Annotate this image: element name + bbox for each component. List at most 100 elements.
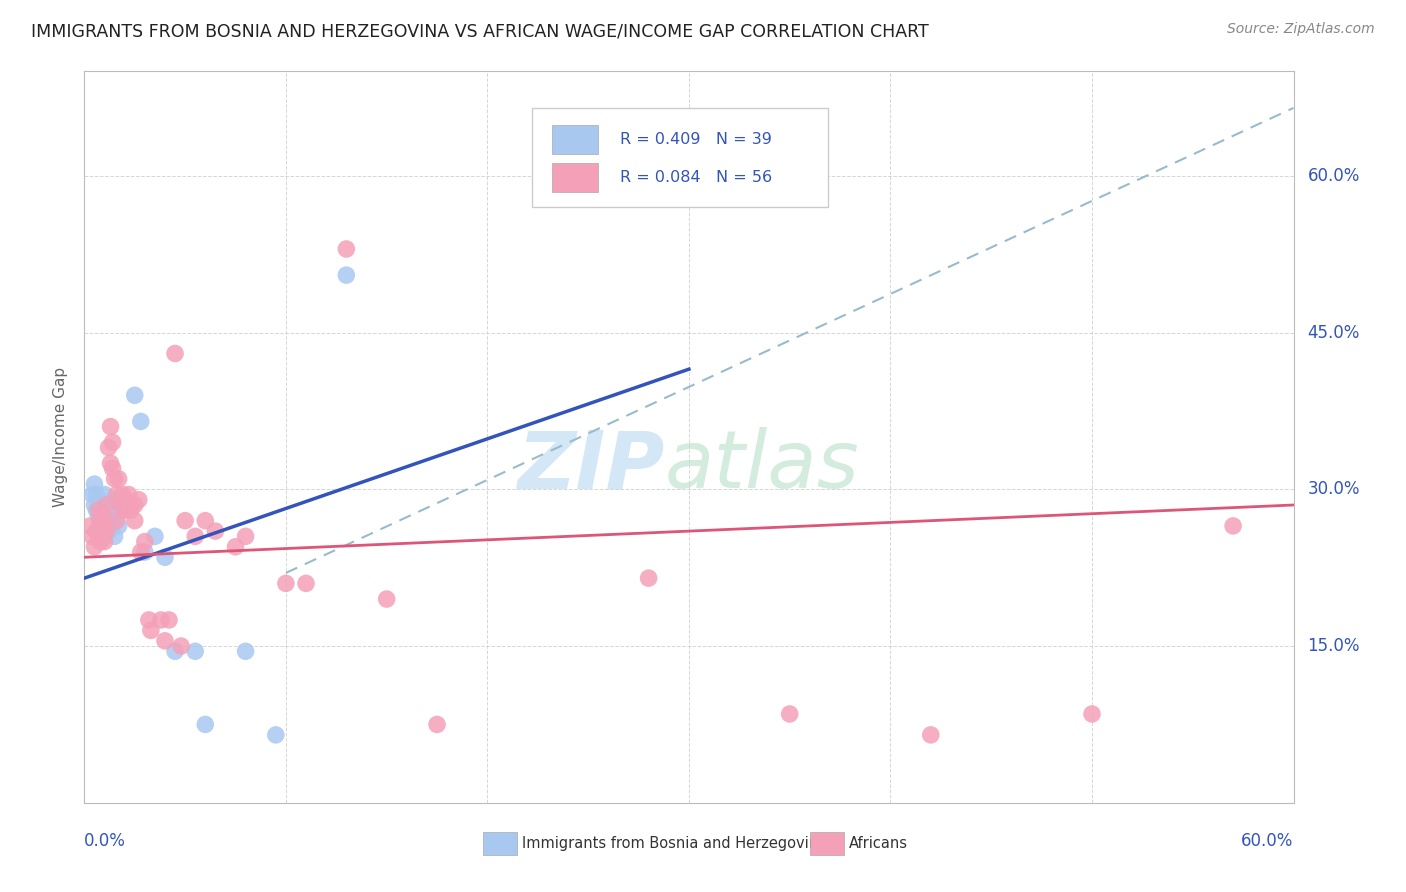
Point <box>235 644 257 658</box>
Point <box>184 529 207 543</box>
Point <box>100 519 122 533</box>
Text: Africans: Africans <box>849 837 907 851</box>
Point <box>91 508 114 523</box>
Point <box>89 514 111 528</box>
Point <box>104 472 127 486</box>
Text: Source: ZipAtlas.com: Source: ZipAtlas.com <box>1227 22 1375 37</box>
Point <box>1081 706 1104 721</box>
Point <box>779 706 801 721</box>
Point <box>87 524 110 538</box>
Point <box>93 503 115 517</box>
Bar <box>553 125 599 154</box>
Text: 60.0%: 60.0% <box>1241 832 1294 850</box>
Point <box>128 492 150 507</box>
Point <box>93 519 115 533</box>
Point <box>91 524 114 538</box>
Point <box>105 508 128 523</box>
Text: 60.0%: 60.0% <box>1308 167 1360 185</box>
Bar <box>810 832 844 855</box>
Point <box>100 419 122 434</box>
Point <box>100 456 122 470</box>
Point <box>129 414 152 428</box>
Point <box>170 639 193 653</box>
Text: IMMIGRANTS FROM BOSNIA AND HERZEGOVINA VS AFRICAN WAGE/INCOME GAP CORRELATION CH: IMMIGRANTS FROM BOSNIA AND HERZEGOVINA V… <box>31 22 929 40</box>
Point <box>86 487 108 501</box>
Point <box>165 346 187 360</box>
Point <box>153 633 176 648</box>
Point <box>295 576 318 591</box>
Point <box>120 503 142 517</box>
Point <box>91 519 114 533</box>
Text: R = 0.409   N = 39: R = 0.409 N = 39 <box>620 132 772 147</box>
Point <box>264 728 287 742</box>
Point <box>105 487 128 501</box>
Point <box>100 503 122 517</box>
Point <box>101 461 124 475</box>
Point <box>153 550 176 565</box>
FancyBboxPatch shape <box>531 108 828 207</box>
Point <box>225 540 247 554</box>
Point <box>89 514 111 528</box>
Point <box>91 508 114 523</box>
Point <box>87 508 110 523</box>
Point <box>104 503 127 517</box>
Point <box>335 268 357 282</box>
Point <box>124 388 146 402</box>
Point <box>83 477 105 491</box>
Point <box>87 529 110 543</box>
Point <box>426 717 449 731</box>
Point <box>83 498 105 512</box>
Y-axis label: Wage/Income Gap: Wage/Income Gap <box>53 367 69 508</box>
Point <box>637 571 659 585</box>
Text: 0.0%: 0.0% <box>84 832 127 850</box>
Point <box>375 592 398 607</box>
Point <box>165 644 187 658</box>
Point <box>335 242 357 256</box>
Point <box>96 498 118 512</box>
Point <box>118 498 141 512</box>
Point <box>87 503 110 517</box>
Point <box>114 503 136 517</box>
Point <box>89 498 111 512</box>
Point <box>124 514 146 528</box>
Text: R = 0.084   N = 56: R = 0.084 N = 56 <box>620 169 772 185</box>
Point <box>129 545 152 559</box>
Point <box>1222 519 1244 533</box>
Point <box>97 508 120 523</box>
Point <box>83 540 105 554</box>
Point <box>107 472 129 486</box>
Text: ZIP: ZIP <box>517 427 665 506</box>
Point <box>93 514 115 528</box>
Text: atlas: atlas <box>665 427 859 506</box>
Point <box>97 524 120 538</box>
Point <box>110 498 132 512</box>
Point <box>82 529 104 543</box>
Text: Immigrants from Bosnia and Herzegovina: Immigrants from Bosnia and Herzegovina <box>522 837 827 851</box>
Text: 15.0%: 15.0% <box>1308 637 1360 655</box>
Point <box>174 514 197 528</box>
Point <box>204 524 226 538</box>
Point <box>194 514 217 528</box>
Point <box>157 613 180 627</box>
Point <box>96 524 118 538</box>
Point <box>111 487 134 501</box>
Point <box>101 435 124 450</box>
Point <box>82 487 104 501</box>
Point <box>86 503 108 517</box>
Point <box>114 492 136 507</box>
Point <box>97 441 120 455</box>
Point <box>105 514 128 528</box>
Point <box>107 519 129 533</box>
Point <box>86 524 108 538</box>
Bar <box>553 163 599 192</box>
Point <box>101 492 124 507</box>
Point <box>139 624 162 638</box>
Point <box>93 534 115 549</box>
Bar <box>484 832 517 855</box>
Point <box>96 519 118 533</box>
Point <box>274 576 297 591</box>
Point <box>138 613 160 627</box>
Text: 45.0%: 45.0% <box>1308 324 1360 342</box>
Point <box>184 644 207 658</box>
Point <box>143 529 166 543</box>
